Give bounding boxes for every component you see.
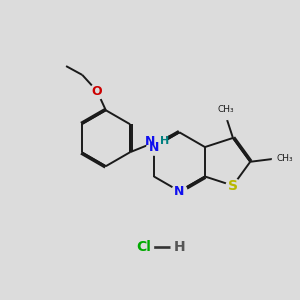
- Text: H: H: [160, 136, 170, 146]
- Text: H: H: [174, 240, 185, 254]
- Text: N: N: [174, 185, 184, 198]
- Text: CH₃: CH₃: [218, 105, 234, 114]
- Text: CH₃: CH₃: [277, 154, 293, 163]
- Text: N: N: [146, 135, 156, 148]
- Text: O: O: [92, 85, 102, 98]
- Text: S: S: [228, 178, 238, 193]
- Text: Cl: Cl: [137, 240, 152, 254]
- Text: N: N: [149, 141, 159, 154]
